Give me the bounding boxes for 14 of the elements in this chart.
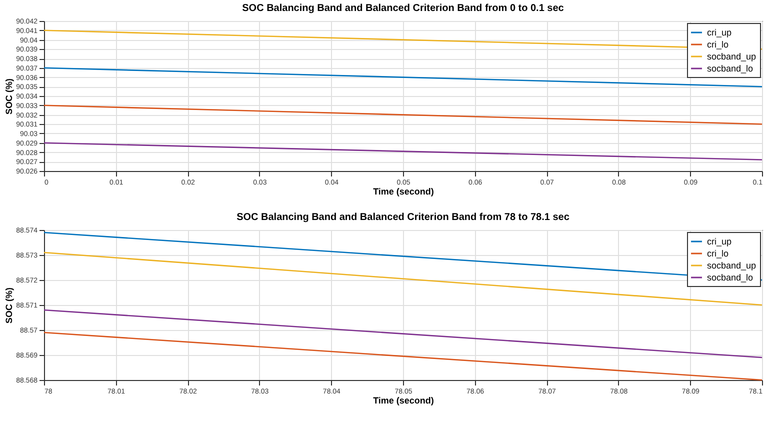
legend-label: cri_up (707, 236, 732, 246)
x-axis-title: Time (second) (373, 396, 434, 406)
legend-label: socband_lo (707, 272, 754, 282)
x-axis-title: Time (second) (373, 186, 434, 196)
legend-label: cri_lo (707, 40, 729, 50)
legend-label: cri_up (707, 28, 732, 38)
legend-label: cri_lo (707, 248, 729, 258)
legend-label: socband_up (707, 52, 756, 62)
legend-label: socband_up (707, 260, 756, 270)
y-axis-title: SOC (%) (4, 287, 14, 324)
chart-title: SOC Balancing Band and Balanced Criterion Band from 78 to 78.1 sec (236, 212, 570, 223)
y-axis-title: SOC (%) (4, 78, 14, 114)
chart-title: SOC Balancing Band and Balanced Criterion Band from 0 to 0.1 sec (242, 3, 564, 14)
legend-label: socband_lo (707, 64, 754, 74)
